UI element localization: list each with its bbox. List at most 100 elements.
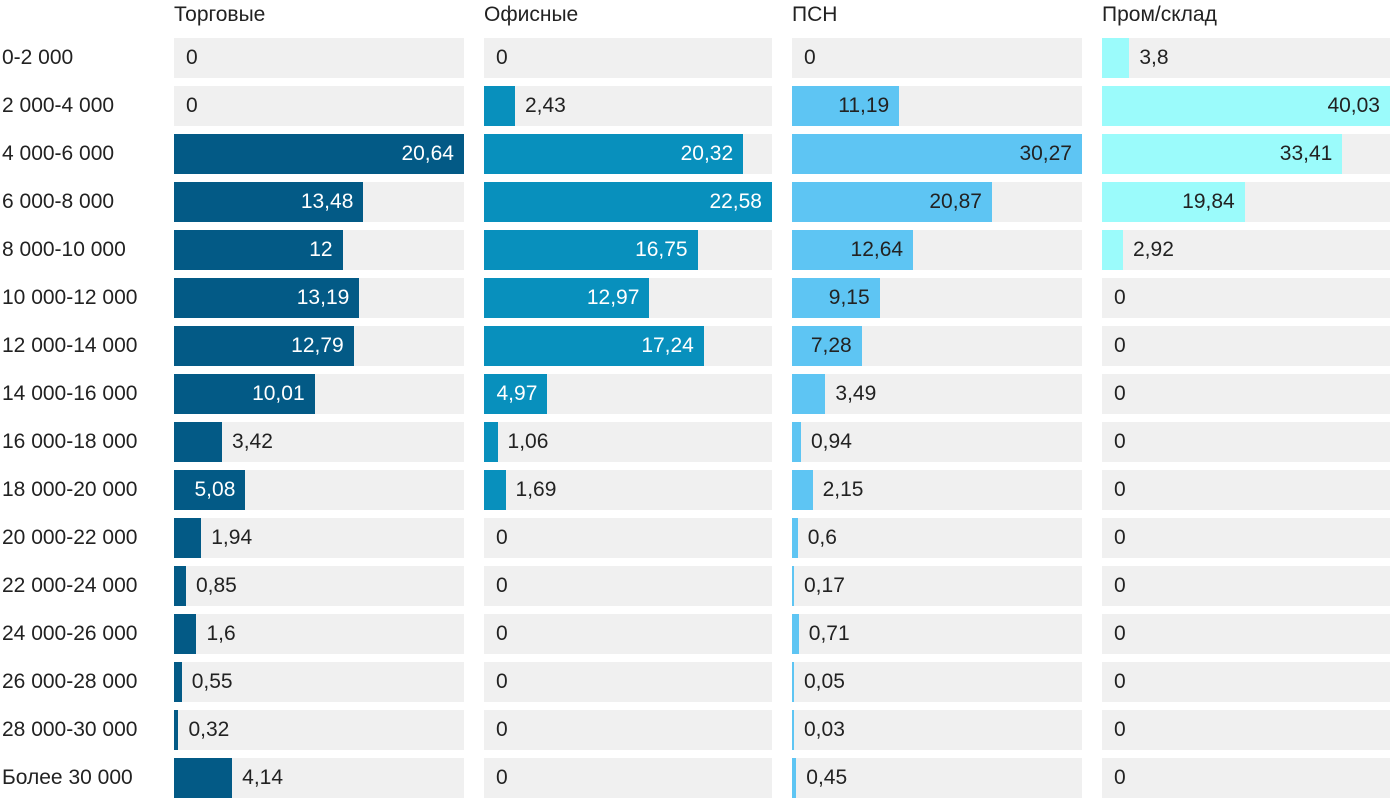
- data-label: 0: [186, 94, 198, 117]
- bar: [484, 374, 548, 414]
- data-label: 0,6: [807, 526, 837, 549]
- bar: [174, 758, 233, 798]
- bar: [174, 614, 197, 654]
- bar-track: 33,41: [1102, 134, 1390, 174]
- data-label: 0: [1114, 286, 1126, 309]
- bar-track: 12,79: [174, 326, 464, 366]
- data-label: 0,17: [804, 574, 845, 597]
- bar: [792, 566, 794, 606]
- bar-track: 1,94: [174, 518, 464, 558]
- bar-track: 0: [792, 38, 1082, 78]
- series-title: Пром/склад: [1102, 3, 1217, 26]
- bar: [792, 374, 826, 414]
- data-label: 0: [496, 718, 508, 741]
- bar-track: 1,69: [484, 470, 772, 510]
- data-label: 22,58: [709, 190, 762, 213]
- bar-track: 0: [1102, 662, 1390, 702]
- bar: [1102, 86, 1390, 126]
- data-label: 19,84: [1182, 190, 1235, 213]
- data-label: 0: [1114, 430, 1126, 453]
- bar: [792, 278, 880, 318]
- bar-track: 3,49: [792, 374, 1082, 414]
- bar-track: 11,19: [792, 86, 1082, 126]
- category-label: 24 000-26 000: [2, 622, 138, 645]
- bar: [174, 278, 360, 318]
- data-label: 33,41: [1279, 142, 1333, 165]
- bar-track: 0: [484, 758, 772, 798]
- data-label: 0: [496, 46, 508, 69]
- bar: [484, 86, 515, 126]
- bar: [792, 326, 862, 366]
- bar: [174, 134, 464, 174]
- category-label: 6 000-8 000: [2, 190, 115, 213]
- data-label: 20,32: [680, 142, 734, 165]
- bar: [792, 470, 813, 510]
- bar-track: 17,24: [484, 326, 772, 366]
- data-label: 16,75: [635, 238, 688, 261]
- data-label: 0,55: [191, 670, 233, 693]
- category-label: 18 000-20 000: [2, 478, 138, 501]
- bar: [484, 230, 698, 270]
- bar: [174, 422, 223, 462]
- bar-track: 5,08: [174, 470, 464, 510]
- bar-track: 10,01: [174, 374, 464, 414]
- bar-track: 0: [484, 614, 772, 654]
- data-label: 12,79: [291, 334, 344, 357]
- bar: [484, 182, 772, 222]
- bar: [792, 662, 794, 702]
- bar-track: 9,15: [792, 278, 1082, 318]
- data-label: 3,49: [835, 382, 877, 405]
- data-label: 0,71: [808, 622, 850, 645]
- data-label: 5,08: [194, 478, 236, 501]
- data-label: 0: [496, 766, 508, 789]
- bar-track: 0: [1102, 710, 1390, 750]
- bar: [174, 566, 186, 606]
- data-label: 3,42: [232, 430, 273, 453]
- bar: [484, 422, 498, 462]
- bar: [1102, 230, 1123, 270]
- series-title: Офисные: [484, 3, 579, 26]
- data-label: 0: [496, 670, 508, 693]
- data-label: 0: [1114, 766, 1126, 789]
- bar: [174, 230, 343, 270]
- data-label: 0: [1114, 478, 1126, 501]
- bar-track: 12: [174, 230, 464, 270]
- bar-track: 0: [1102, 518, 1390, 558]
- data-label: 17,24: [641, 334, 694, 357]
- data-label: 0,05: [804, 670, 845, 693]
- data-label: 0: [1114, 574, 1126, 597]
- data-label: 0: [496, 526, 508, 549]
- data-label: 0,32: [188, 718, 230, 741]
- bar: [792, 134, 1082, 174]
- data-label: 4,97: [496, 382, 538, 405]
- bar-track: 0,6: [792, 518, 1082, 558]
- bar-track: 1,6: [174, 614, 464, 654]
- data-label: 1,69: [515, 478, 557, 501]
- bar-track: 0,05: [792, 662, 1082, 702]
- bar-track: 30,27: [792, 134, 1082, 174]
- data-label: 11,19: [838, 94, 890, 117]
- bar-track: 0,55: [174, 662, 464, 702]
- category-label: 8 000-10 000: [2, 238, 126, 261]
- data-label: 1,06: [507, 430, 549, 453]
- bar: [484, 134, 744, 174]
- bar: [1102, 182, 1245, 222]
- bar: [484, 470, 506, 510]
- data-label: 0: [496, 622, 508, 645]
- bar-track: 0: [484, 38, 772, 78]
- data-label: 12,97: [586, 286, 640, 309]
- bar: [174, 710, 179, 750]
- bar-track: 0: [1102, 758, 1390, 798]
- bar: [792, 422, 801, 462]
- bar-track: 0: [174, 86, 464, 126]
- data-label: 12: [309, 238, 333, 261]
- data-label: 10,01: [252, 382, 305, 405]
- data-label: 0: [186, 46, 198, 69]
- bar: [792, 182, 992, 222]
- category-label: 0-2 000: [2, 46, 74, 69]
- category-label: 22 000-24 000: [2, 574, 138, 597]
- bar-track: 0,71: [792, 614, 1082, 654]
- bar-track: 0: [484, 518, 772, 558]
- bar-track: 0: [484, 710, 772, 750]
